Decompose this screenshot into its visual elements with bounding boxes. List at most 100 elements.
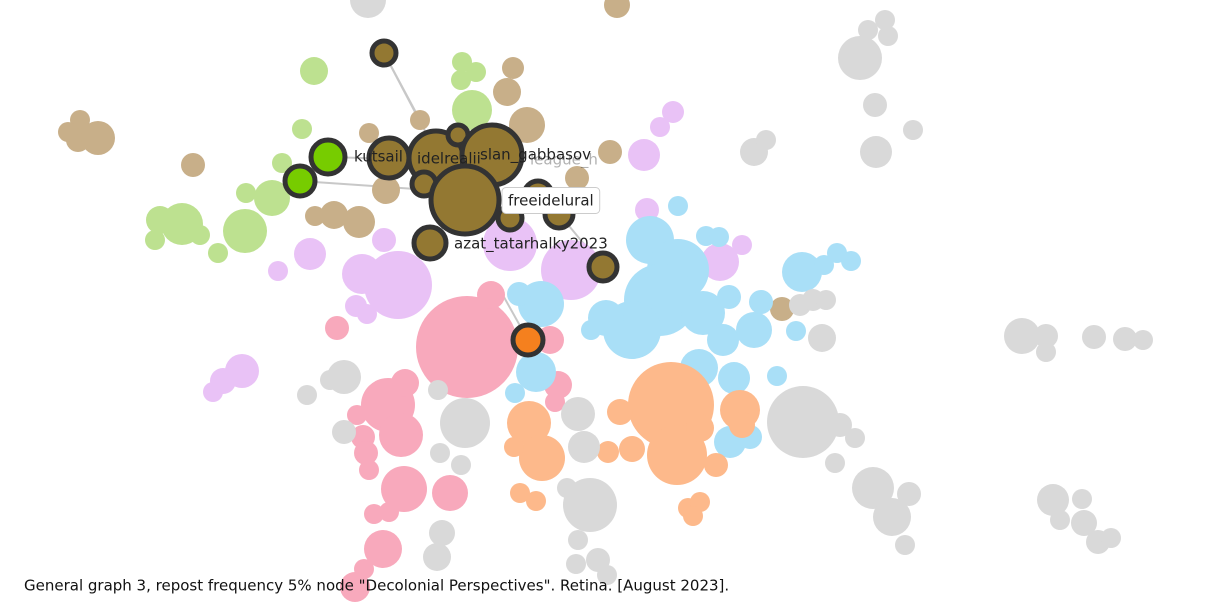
node [451,70,471,90]
node [561,397,595,431]
node [181,153,205,177]
node [391,369,419,397]
node [619,436,645,462]
node [736,312,772,348]
node [410,110,430,130]
node [825,453,845,473]
node [1004,318,1040,354]
node [208,243,228,263]
node [718,362,750,394]
node [379,413,423,457]
node [452,90,492,130]
node [466,62,486,82]
node [509,107,545,143]
node [782,252,822,292]
node [340,572,370,602]
node [563,478,617,532]
node [852,467,894,509]
node [1034,324,1058,348]
node [297,385,317,405]
node [430,443,450,463]
node [300,57,328,85]
node [717,285,741,309]
node [416,296,518,398]
node [878,26,898,46]
node-label-group: freeidelural [501,187,601,214]
node [379,502,399,522]
node [507,401,551,445]
node [1072,489,1092,509]
node [565,166,589,190]
node [686,414,714,442]
node [1113,327,1137,351]
node [381,466,427,512]
node [320,370,340,390]
node [860,136,892,168]
node [1036,342,1056,362]
node [372,228,396,252]
node [756,130,776,150]
node-label: slan_gabbasov [480,146,591,165]
node [320,201,348,229]
node [628,139,660,171]
highlighted-node [428,163,502,237]
node [767,366,787,386]
node [432,475,468,511]
node [364,530,402,568]
edge [299,180,431,191]
node [292,119,312,139]
node [145,230,165,250]
node [1133,330,1153,350]
node [429,520,455,546]
node [357,304,377,324]
node-label: league_h [530,151,598,170]
node [359,460,379,480]
highlighted-node [411,224,449,262]
node [254,180,290,216]
node [502,57,524,79]
node [873,498,911,536]
node [581,320,601,340]
node-label-group: league_h [530,151,598,170]
node [845,428,865,448]
node [507,282,531,306]
node [895,535,915,555]
node [732,235,752,255]
node [359,123,379,143]
node [58,122,78,142]
node [707,324,739,356]
node [516,352,556,392]
node [526,491,546,511]
node-label: idelrealii [417,150,481,168]
node [838,36,882,80]
node [1101,528,1121,548]
node [668,196,688,216]
node [1050,510,1070,530]
node [858,20,878,40]
node [568,431,600,463]
node-label-group: idelrealii [417,150,481,168]
nodes [58,0,1153,602]
node [440,398,490,448]
node [841,251,861,271]
node-label: kutsail [354,148,403,166]
highlighted-node [282,163,318,199]
node [1082,325,1106,349]
node [545,392,565,412]
caption: General graph 3, repost frequency 5% nod… [24,577,729,595]
node [272,153,292,173]
node-label: azat_tatarhalky2023 [454,235,608,254]
node-label-group: azat_tatarhalky2023 [454,235,608,254]
node [268,261,288,281]
node [767,386,839,458]
node [770,297,794,321]
node [786,321,806,341]
node [343,206,375,238]
node [828,413,852,437]
node [598,140,622,164]
node [305,206,325,226]
node [81,121,115,155]
node [364,504,384,524]
